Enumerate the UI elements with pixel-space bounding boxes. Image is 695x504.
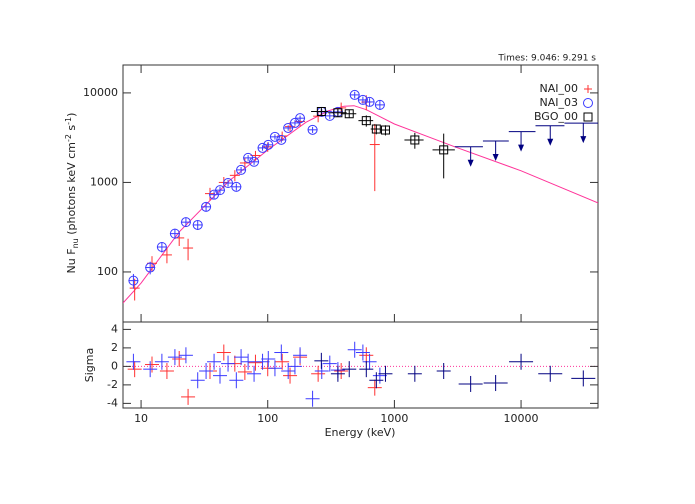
point <box>223 178 234 189</box>
legend-marker <box>583 98 593 108</box>
y-tick-label: 4 <box>111 322 118 335</box>
point <box>231 181 242 192</box>
annotation: Times: 9.046: 9.291 s <box>497 54 596 64</box>
point <box>283 122 294 133</box>
point <box>201 201 212 212</box>
y-axis-label: Nu Fnu (photons keV cm-2 s-1) <box>64 113 80 274</box>
upper-limit-arrow <box>547 138 554 146</box>
y-tick-label: 10000 <box>83 86 118 99</box>
residual-y-label: Sigma <box>83 348 96 382</box>
y-label-part: s <box>65 125 78 134</box>
y-label-part: ) <box>65 113 78 117</box>
y-tick-label: 2 <box>111 341 118 354</box>
point <box>374 99 385 110</box>
y-label-part: nu <box>71 238 80 248</box>
x-tick-label: 10 <box>134 412 148 425</box>
legend-label: NAI_00 <box>540 82 579 95</box>
x-tick-label: 10000 <box>504 412 539 425</box>
y-tick-label: 1000 <box>90 175 118 188</box>
point <box>364 96 375 107</box>
point <box>236 164 247 175</box>
point <box>344 109 354 119</box>
y-tick-label: 100 <box>97 265 118 278</box>
upper-limit-arrow <box>467 159 474 167</box>
y-tick-label: 0 <box>111 359 118 372</box>
model-line <box>123 105 598 304</box>
point <box>357 94 368 105</box>
legend-marker <box>583 112 593 122</box>
point <box>169 228 180 239</box>
point <box>380 125 390 135</box>
upper-limit-arrow <box>580 136 587 144</box>
y-tick-label: -4 <box>107 396 118 409</box>
point <box>410 135 420 145</box>
point <box>371 124 381 134</box>
y-label-part: -1 <box>64 117 73 125</box>
upper-limit-arrow <box>518 144 525 152</box>
point <box>145 262 156 273</box>
y-label-part: (photons keV cm <box>65 142 78 238</box>
y-label-part: -2 <box>64 134 73 142</box>
plot-area <box>123 89 598 304</box>
point <box>249 156 260 167</box>
point <box>156 241 167 252</box>
legend-label: NAI_03 <box>540 96 579 109</box>
point <box>349 89 360 100</box>
point <box>269 131 280 142</box>
x-axis-label: Energy (keV) <box>325 426 396 439</box>
point <box>257 142 268 153</box>
point <box>215 185 226 196</box>
x-tick-label: 100 <box>257 412 278 425</box>
point <box>307 124 318 135</box>
upper-limit-arrow <box>492 154 499 162</box>
y-label-part: Nu F <box>65 248 78 273</box>
legend-label: BGO_00 <box>534 110 578 123</box>
residual-frame <box>122 321 599 409</box>
point <box>361 116 371 126</box>
point <box>192 219 203 230</box>
point <box>333 108 343 118</box>
point <box>128 275 139 286</box>
y-tick-label: -2 <box>107 378 118 391</box>
point <box>276 134 287 145</box>
point <box>439 145 449 155</box>
residual-area <box>123 341 598 407</box>
point <box>180 217 191 228</box>
x-tick-label: 1000 <box>380 412 408 425</box>
point <box>316 106 326 116</box>
point <box>263 139 274 150</box>
point <box>295 113 306 124</box>
